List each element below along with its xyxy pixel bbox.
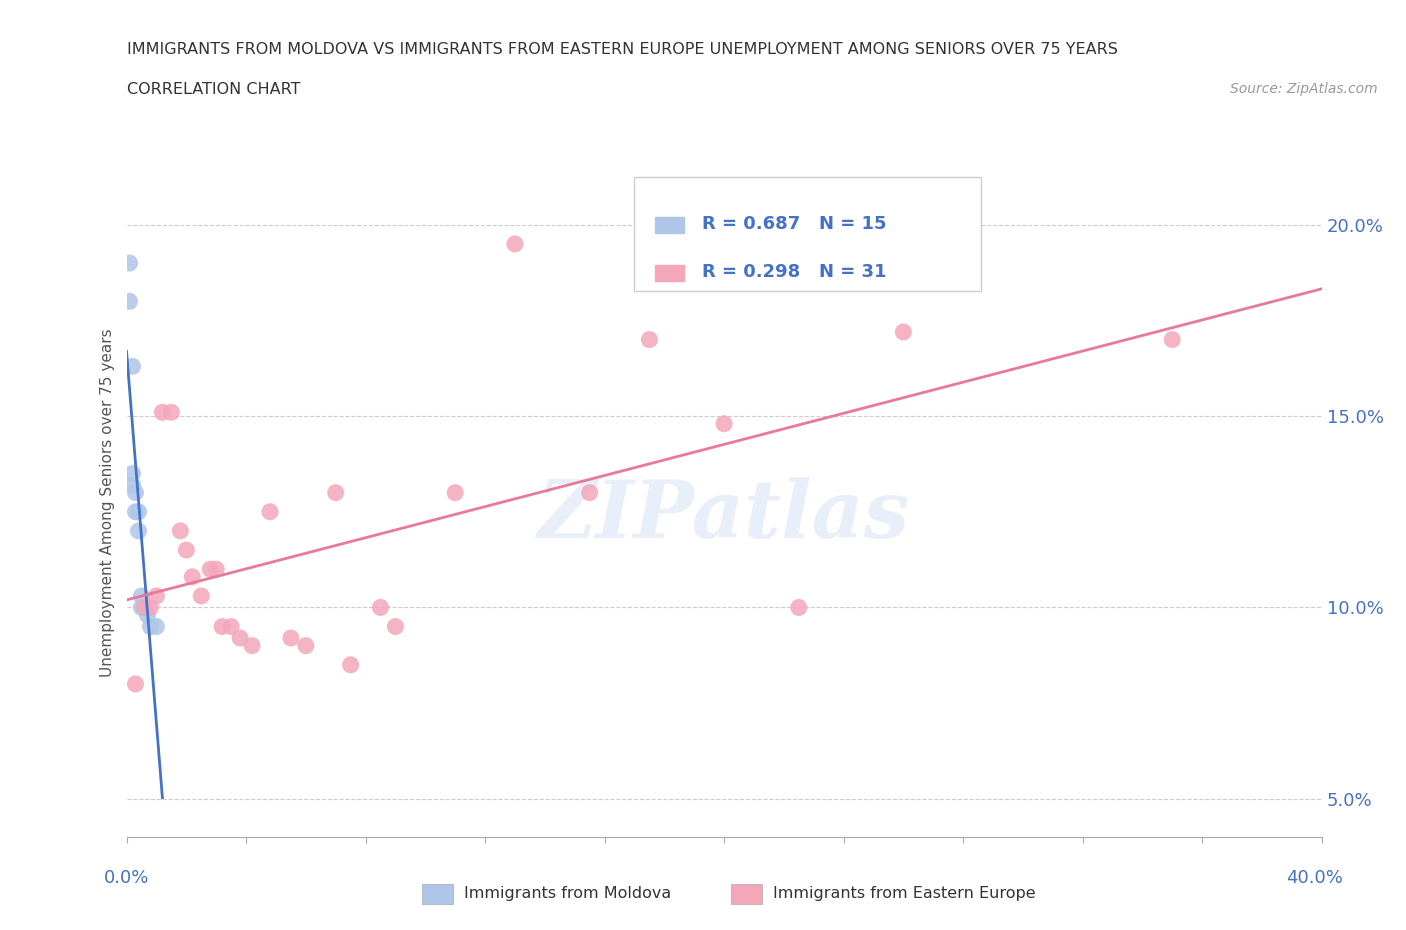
Point: [124, 485, 146, 500]
Point: [145, 589, 167, 604]
Point: [370, 600, 392, 615]
Point: [339, 658, 361, 672]
Text: ZIPatlas: ZIPatlas: [538, 477, 910, 554]
Point: [127, 524, 149, 538]
Point: [174, 542, 197, 557]
Point: [181, 569, 204, 584]
Point: [503, 236, 526, 251]
Point: [259, 504, 281, 519]
Point: [893, 325, 915, 339]
Text: Source: ZipAtlas.com: Source: ZipAtlas.com: [1230, 82, 1378, 96]
Point: [124, 676, 146, 691]
Point: [444, 485, 467, 500]
Point: [211, 619, 233, 634]
Point: [124, 504, 146, 519]
Point: [190, 589, 212, 604]
Point: [169, 524, 191, 538]
Point: [713, 417, 735, 432]
Point: [131, 600, 153, 615]
Point: [240, 638, 263, 653]
Text: R = 0.687   N = 15: R = 0.687 N = 15: [702, 215, 886, 232]
Point: [229, 631, 252, 645]
Point: [280, 631, 302, 645]
Point: [638, 332, 661, 347]
Point: [134, 600, 156, 615]
FancyBboxPatch shape: [634, 178, 981, 291]
Point: [121, 466, 143, 481]
Point: [325, 485, 347, 500]
Point: [121, 359, 143, 374]
Text: R = 0.298   N = 31: R = 0.298 N = 31: [702, 263, 886, 281]
Text: Immigrants from Moldova: Immigrants from Moldova: [464, 886, 671, 901]
Bar: [655, 265, 685, 281]
Point: [384, 619, 406, 634]
Text: 0.0%: 0.0%: [104, 869, 149, 886]
Point: [121, 477, 143, 492]
Point: [787, 600, 810, 615]
Point: [136, 607, 159, 622]
Point: [219, 619, 242, 634]
Text: 40.0%: 40.0%: [1286, 869, 1343, 886]
Point: [118, 256, 141, 271]
Point: [152, 405, 174, 419]
Point: [134, 600, 156, 615]
Point: [294, 638, 316, 653]
Point: [127, 504, 149, 519]
Bar: [655, 217, 685, 233]
Point: [160, 405, 183, 419]
Point: [139, 619, 162, 634]
Text: IMMIGRANTS FROM MOLDOVA VS IMMIGRANTS FROM EASTERN EUROPE UNEMPLOYMENT AMONG SEN: IMMIGRANTS FROM MOLDOVA VS IMMIGRANTS FR…: [127, 42, 1118, 57]
Y-axis label: Unemployment Among Seniors over 75 years: Unemployment Among Seniors over 75 years: [100, 328, 115, 676]
Point: [139, 600, 162, 615]
Text: CORRELATION CHART: CORRELATION CHART: [127, 82, 299, 97]
Point: [205, 562, 228, 577]
Text: Immigrants from Eastern Europe: Immigrants from Eastern Europe: [773, 886, 1036, 901]
Point: [578, 485, 600, 500]
Point: [1161, 332, 1184, 347]
Point: [118, 294, 141, 309]
Point: [131, 589, 153, 604]
Point: [145, 619, 167, 634]
Point: [200, 562, 222, 577]
